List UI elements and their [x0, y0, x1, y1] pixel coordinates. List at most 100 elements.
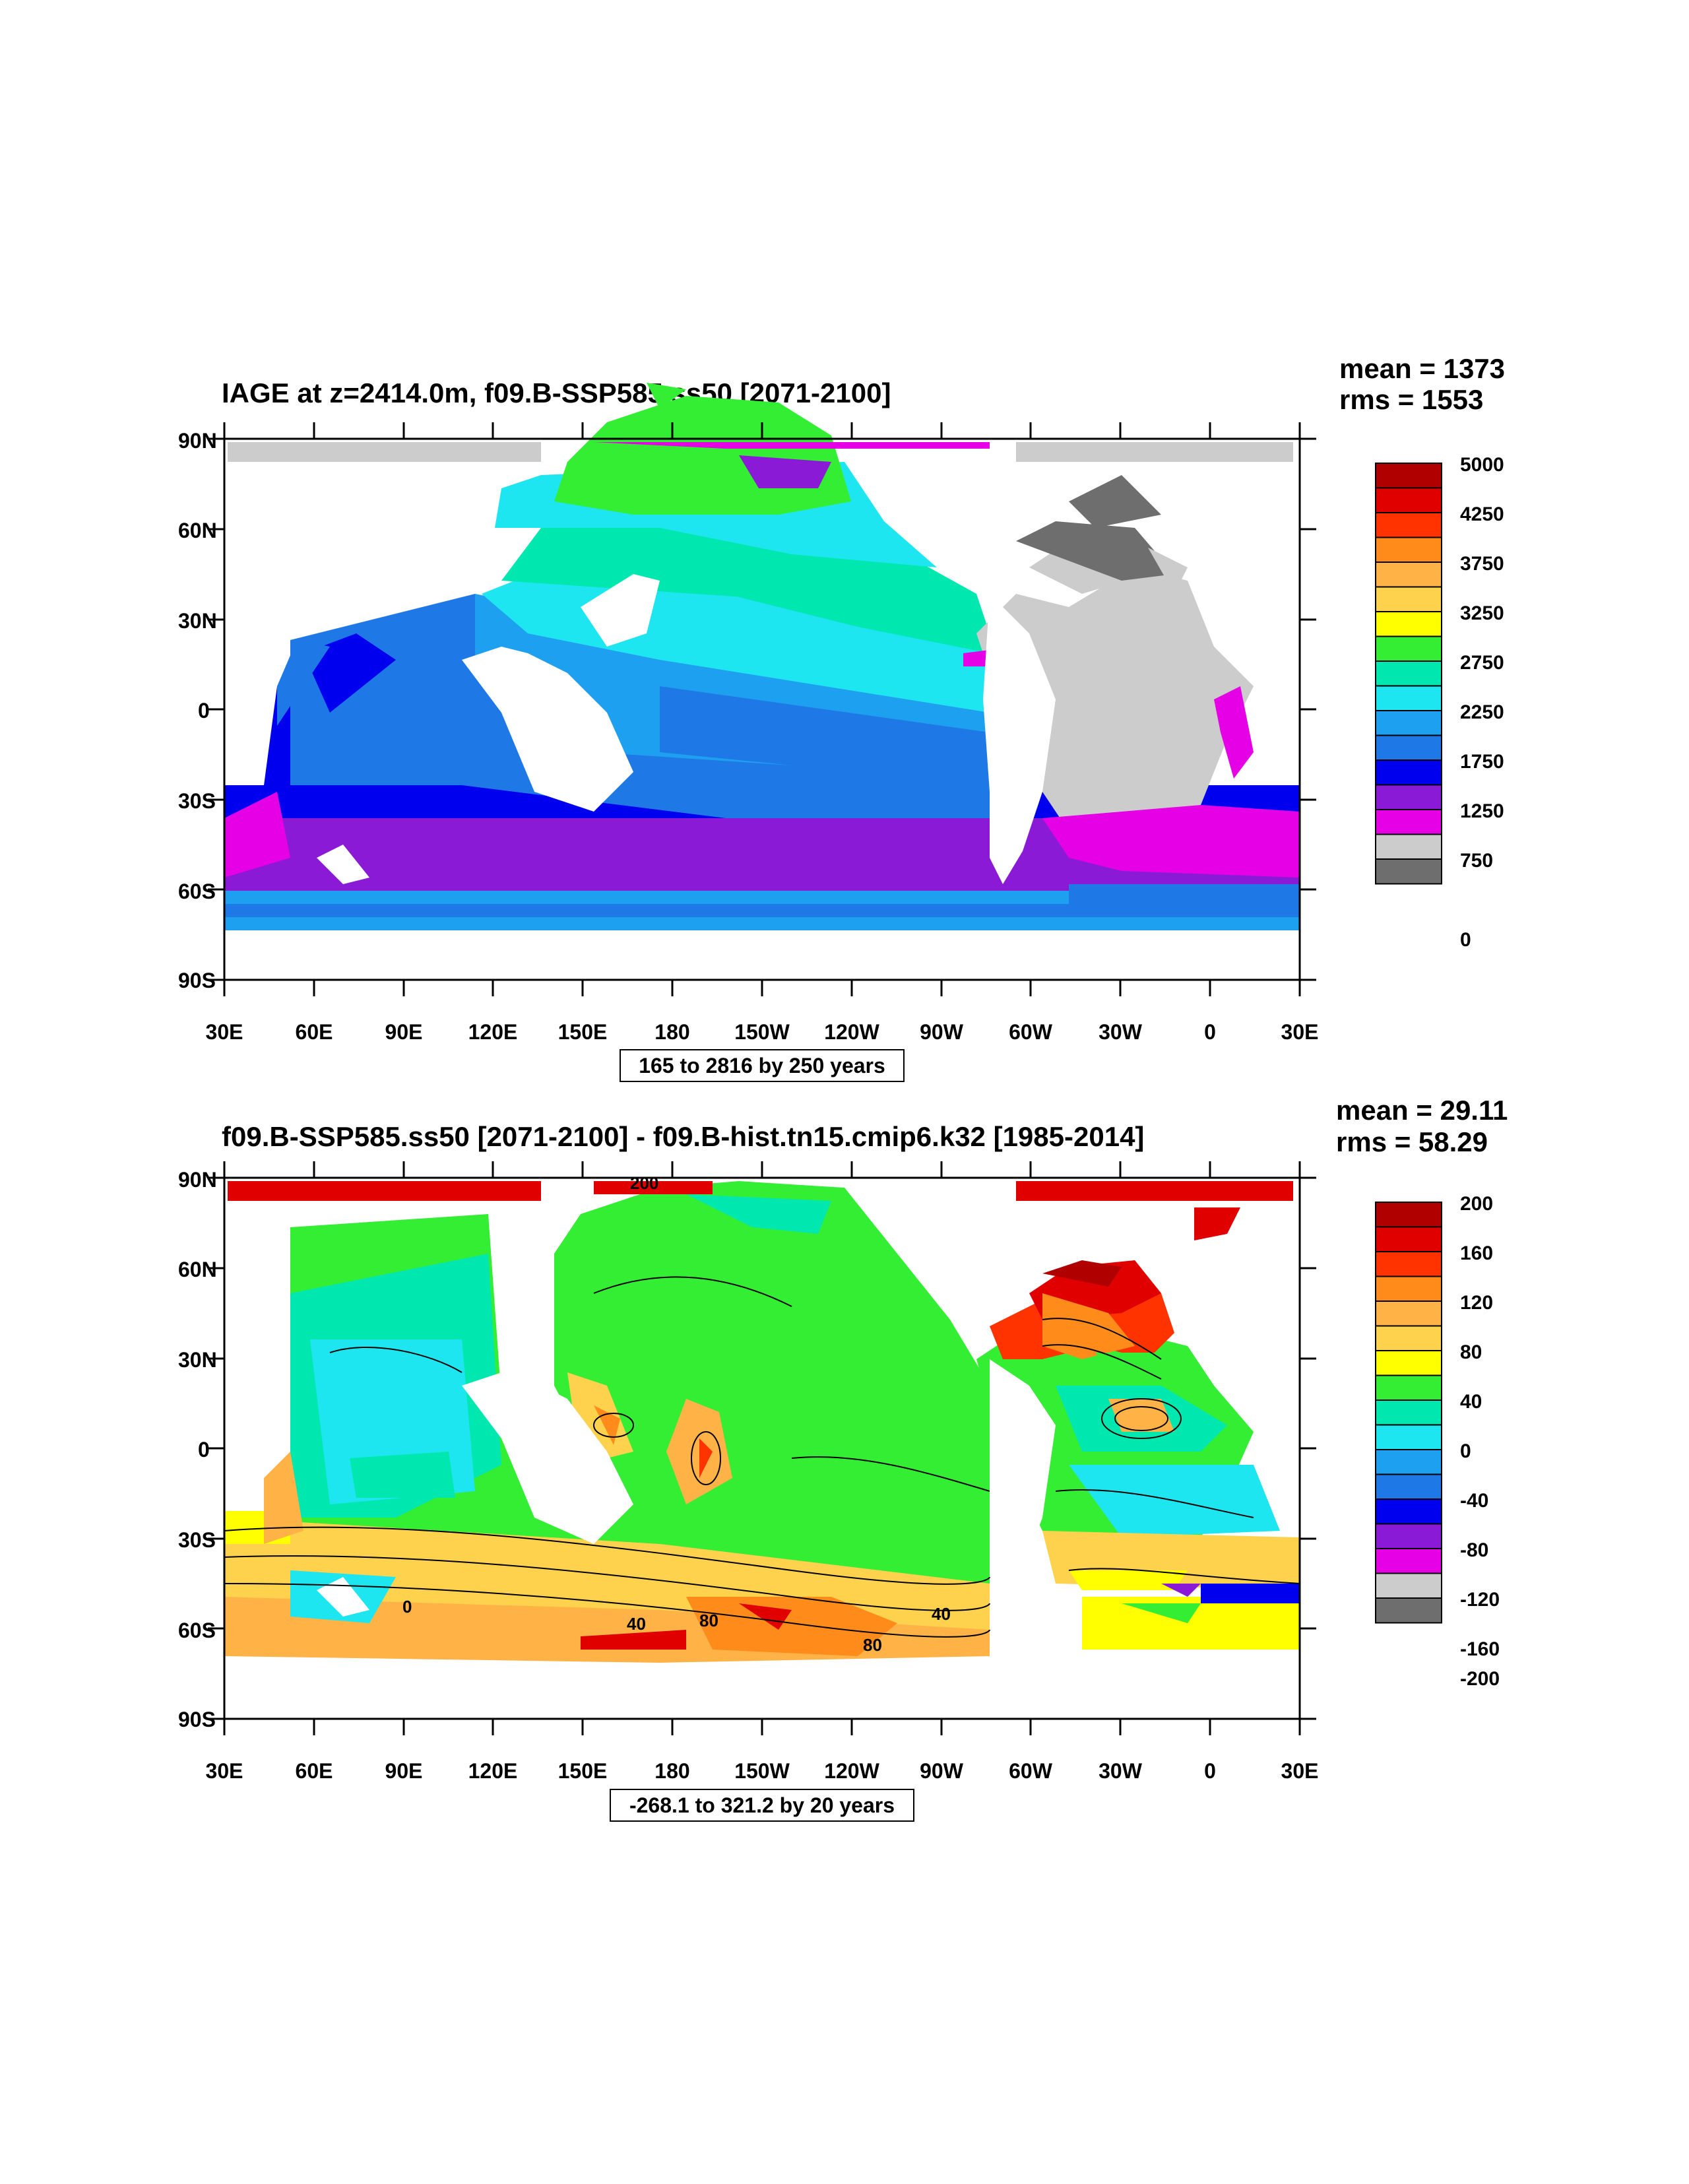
- lon-label: 0: [1204, 1020, 1216, 1044]
- panel-2-colorbar: 200 160 120 80 40 0 -40 -80 -120 -160 -200: [1375, 1193, 1500, 1690]
- colorbar-swatch: [1375, 1325, 1442, 1351]
- panel-2-mean: mean = 29.11: [1336, 1095, 1508, 1126]
- colorbar-swatch: [1375, 635, 1442, 662]
- colorbar-label: 1250: [1460, 800, 1504, 822]
- lat-label: 60N: [178, 519, 217, 542]
- lon-label: 150E: [558, 1759, 608, 1783]
- panel-1-title: IAGE at z=2414.0m, f09.B-SSP585.ss50 [20…: [222, 377, 891, 408]
- lat-label: 60S: [178, 880, 216, 903]
- colorbar-swatch: [1375, 1498, 1442, 1525]
- colorbar-swatch: [1375, 1449, 1442, 1475]
- lat-label: 60S: [178, 1619, 216, 1642]
- lat-label: 30N: [178, 1348, 217, 1372]
- colorbar-swatch: [1375, 734, 1442, 761]
- panel-2-title: f09.B-SSP585.ss50 [2071-2100] - f09.B-hi…: [222, 1121, 1144, 1152]
- colorbar-label: 200: [1460, 1193, 1493, 1215]
- colorbar-label: -120: [1460, 1589, 1500, 1611]
- colorbar-label: 2250: [1460, 701, 1504, 723]
- lon-label: 90E: [385, 1759, 423, 1783]
- lon-label: 90E: [385, 1020, 423, 1044]
- lon-label: 120W: [824, 1759, 879, 1783]
- lon-label: 60W: [1009, 1020, 1053, 1044]
- colorbar-swatch: [1375, 487, 1442, 513]
- lon-label: 150W: [734, 1020, 790, 1044]
- colorbar-swatch: [1375, 1399, 1442, 1426]
- lon-label: 150W: [734, 1759, 790, 1783]
- colorbar-swatch: [1375, 1523, 1442, 1549]
- panel-2-map: 200 0 40 80 40 80: [223, 1173, 1301, 1720]
- panel-1-info-box: [620, 1049, 905, 1082]
- colorbar-swatch: [1375, 562, 1442, 588]
- panel-2: f09.B-SSP585.ss50 [2071-2100] - f09.B-hi…: [178, 1095, 1508, 1822]
- colorbar-label: 750: [1460, 850, 1493, 872]
- panel-1-lon-axis: 30E 60E 90E 120E 150E 180 150W 120W 90W …: [206, 422, 1319, 1044]
- colorbar-swatch: [1375, 1424, 1442, 1450]
- lat-label: 0: [198, 1438, 210, 1461]
- panel-1-contour-info: 165 to 2816 by 250 years: [639, 1054, 885, 1077]
- contour-label: 40: [627, 1614, 646, 1634]
- colorbar-swatch: [1375, 784, 1442, 810]
- colorbar-swatch: [1375, 1572, 1442, 1599]
- lon-label: 180: [654, 1759, 689, 1783]
- panel-1-colorbar: 5000 4250 3750 3250 2750 2250 1750 1250 750 0: [1375, 454, 1504, 951]
- colorbar-swatch: [1375, 809, 1442, 835]
- contour-label: 200: [630, 1173, 658, 1193]
- lat-label: 0: [198, 699, 210, 723]
- lat-label: 60N: [178, 1258, 217, 1281]
- contour-label: 40: [932, 1604, 951, 1624]
- colorbar-swatch: [1375, 1548, 1442, 1574]
- colorbar-swatch: [1375, 1374, 1442, 1401]
- colorbar-label: 3750: [1460, 553, 1504, 575]
- panel-1-rms: rms = 1553: [1339, 384, 1483, 415]
- colorbar-swatch: [1375, 1226, 1442, 1252]
- colorbar-swatch: [1375, 611, 1442, 637]
- contour-label: 80: [699, 1611, 718, 1630]
- lon-label: 30E: [1281, 1020, 1319, 1044]
- colorbar-label: 4250: [1460, 503, 1504, 525]
- colorbar-label: 120: [1460, 1292, 1493, 1314]
- lon-label: 60E: [296, 1759, 333, 1783]
- colorbar-label: 5000: [1460, 454, 1504, 476]
- lon-label: 30W: [1099, 1020, 1143, 1044]
- panel-2-lat-axis: 90N 60N 30N 0 30S 60S 90S: [178, 1168, 1316, 1731]
- lon-label: 30E: [206, 1020, 243, 1044]
- colorbar-swatch: [1375, 833, 1442, 860]
- colorbar-label: 0: [1460, 929, 1471, 951]
- colorbar-swatch: [1375, 759, 1442, 786]
- lon-label: 30E: [206, 1759, 243, 1783]
- colorbar-swatch: [1375, 512, 1442, 538]
- colorbar-label: -80: [1460, 1539, 1488, 1561]
- colorbar-swatch: [1375, 1473, 1442, 1500]
- lon-label: 90W: [920, 1759, 964, 1783]
- colorbar-swatch: [1375, 1597, 1442, 1624]
- colorbar-label: 0: [1460, 1440, 1471, 1462]
- colorbar-label: 160: [1460, 1242, 1493, 1264]
- colorbar-swatch: [1375, 1251, 1442, 1277]
- colorbar-swatch: [1375, 1301, 1442, 1327]
- panel-2-lon-axis: 30E 60E 90E 120E 150E 180 150W 120W 90W …: [206, 1161, 1318, 1783]
- colorbar-label: -200: [1460, 1668, 1500, 1690]
- colorbar-swatch: [1375, 710, 1442, 736]
- lon-label: 60W: [1009, 1759, 1053, 1783]
- lat-label: 90N: [178, 429, 217, 453]
- lon-label: 180: [654, 1020, 689, 1044]
- colorbar-swatch: [1375, 586, 1442, 612]
- colorbar-swatch: [1375, 1350, 1442, 1376]
- lon-label: 150E: [558, 1020, 608, 1044]
- colorbar-label: 2750: [1460, 652, 1504, 674]
- lon-label: 120W: [824, 1020, 879, 1044]
- colorbar-swatch: [1375, 463, 1442, 489]
- colorbar-label: -40: [1460, 1490, 1488, 1512]
- panel-2-rms: rms = 58.29: [1336, 1126, 1488, 1157]
- colorbar-swatch: [1375, 1275, 1442, 1302]
- lat-label: 30N: [178, 609, 217, 633]
- panel-1-mean: mean = 1373: [1339, 353, 1505, 384]
- colorbar-label: 3250: [1460, 602, 1504, 624]
- panel-1-lat-axis: 90N 60N 30N 0 30S 60S 90S: [178, 429, 1316, 992]
- colorbar-swatch: [1375, 536, 1442, 563]
- contour-label: 0: [402, 1597, 412, 1617]
- panel-2-info-box: [610, 1789, 914, 1822]
- panel-1: IAGE at z=2414.0m, f09.B-SSP585.ss50 [20…: [178, 353, 1505, 1082]
- lon-label: 30W: [1099, 1759, 1143, 1783]
